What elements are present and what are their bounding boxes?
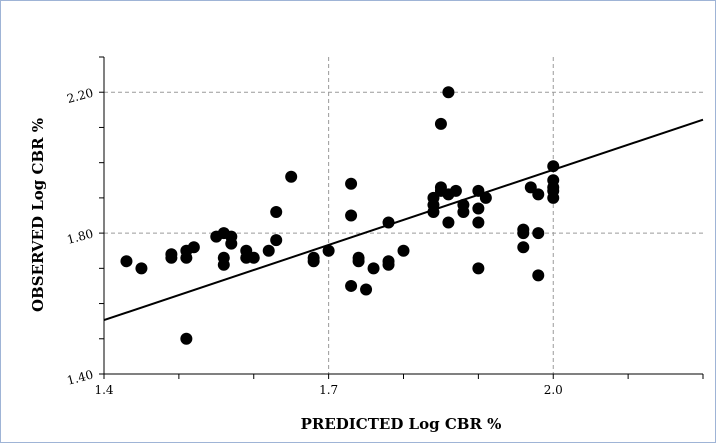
data-point	[262, 244, 275, 257]
data-point	[547, 191, 560, 204]
trend-line-group	[103, 118, 704, 322]
data-point	[449, 184, 462, 197]
y-tick-label: 2.20	[65, 86, 94, 106]
data-point	[532, 269, 545, 282]
data-point	[517, 227, 530, 240]
data-point	[547, 160, 560, 173]
x-tick-label: 1.7	[319, 383, 338, 397]
data-point	[434, 117, 447, 130]
data-point	[285, 170, 298, 183]
data-point	[247, 251, 260, 264]
x-tick-label: 1.4	[94, 383, 113, 397]
data-point	[517, 241, 530, 254]
data-point	[352, 255, 365, 268]
data-point	[472, 216, 485, 229]
data-point	[434, 181, 447, 194]
data-point	[270, 205, 283, 218]
data-point	[345, 209, 358, 222]
plot-area	[104, 57, 703, 374]
data-point	[524, 181, 537, 194]
data-point	[217, 258, 230, 271]
data-point	[472, 262, 485, 275]
data-point	[472, 184, 485, 197]
data-point	[442, 86, 455, 99]
y-tick-label: 1.40	[65, 367, 94, 387]
data-point	[225, 237, 238, 250]
data-point	[345, 279, 358, 292]
data-point	[382, 258, 395, 271]
data-point	[479, 191, 492, 204]
data-point	[397, 244, 410, 257]
data-points	[120, 86, 560, 345]
data-point	[442, 216, 455, 229]
data-point	[382, 216, 395, 229]
regression-line	[103, 118, 704, 322]
axes	[99, 56, 704, 379]
y-tick-label: 1.80	[65, 226, 94, 246]
y-axis-title: OBSERVED Log CBR %	[29, 118, 47, 312]
data-point	[322, 244, 335, 257]
data-point	[345, 177, 358, 190]
data-point	[427, 205, 440, 218]
tick-labels: 1.4 1.7 2.0 1.40 1.80 2.20	[65, 86, 562, 397]
x-tick-label: 2.0	[544, 383, 563, 397]
x-axis-title: PREDICTED Log CBR %	[301, 415, 502, 433]
data-point	[307, 255, 320, 268]
data-point	[187, 241, 200, 254]
data-point	[472, 202, 485, 215]
data-point	[135, 262, 148, 275]
data-point	[180, 332, 193, 345]
data-point	[457, 205, 470, 218]
grid-lines	[104, 57, 703, 374]
data-point	[270, 234, 283, 247]
data-point	[532, 227, 545, 240]
data-point	[360, 283, 373, 296]
data-point	[367, 262, 380, 275]
data-point	[165, 251, 178, 264]
data-point	[532, 188, 545, 201]
data-point	[120, 255, 133, 268]
